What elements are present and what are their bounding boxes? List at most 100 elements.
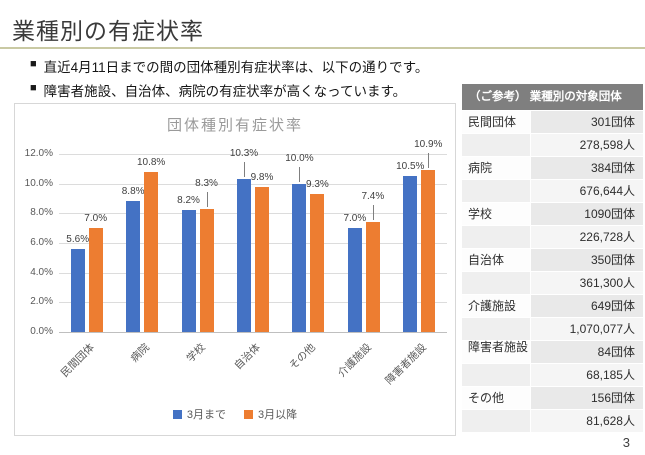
gridline bbox=[59, 154, 447, 155]
gridline bbox=[59, 272, 447, 274]
table-cell-group-count: 350団体 bbox=[531, 249, 643, 271]
bar-3月以降 bbox=[365, 222, 380, 332]
bar-3月以降 bbox=[199, 208, 214, 332]
bar-3月以降 bbox=[310, 194, 325, 332]
bar-3月まで bbox=[181, 210, 196, 332]
table-cell-category: 病院 bbox=[462, 157, 530, 179]
gridline bbox=[59, 243, 447, 244]
table-cell-people-count: 676,644人 bbox=[531, 180, 643, 202]
bar-data-label: 10.0% bbox=[285, 152, 314, 164]
table-cell-category: 民間団体 bbox=[462, 111, 530, 133]
table-cell-spacer bbox=[462, 180, 530, 202]
page-title: 業種別の有症状率 bbox=[12, 18, 204, 44]
bar-3月以降 bbox=[88, 228, 103, 332]
y-axis-tick-label: 8.0% bbox=[30, 207, 53, 219]
bar-chart: 団体種別有症状率 0.0% 2.0% 4.0% 6.0% 8.0% 10.0% 12.0% 5… bbox=[14, 103, 456, 436]
label-leader-line bbox=[244, 162, 245, 178]
gridline bbox=[59, 332, 447, 333]
table-cell-group-count: 84団体 bbox=[531, 341, 643, 363]
table-header: （ご参考） 業種別の対象団体 bbox=[462, 84, 643, 110]
bar-3月以降 bbox=[255, 186, 269, 332]
table-cell-category: 学校 bbox=[462, 203, 530, 225]
table-cell-group-count: 1090団体 bbox=[531, 203, 643, 225]
label-leader-line bbox=[372, 205, 374, 221]
bar-3月まで bbox=[237, 179, 251, 332]
table-cell-spacer bbox=[462, 318, 530, 340]
bar-data-label: 8.3% bbox=[195, 177, 218, 189]
gridline bbox=[59, 302, 447, 304]
y-axis-tick-label: 6.0% bbox=[30, 237, 53, 248]
bar-3月まで bbox=[403, 176, 418, 332]
bar-3月以降 bbox=[421, 170, 436, 332]
y-axis-tick-label: 0.0% bbox=[30, 326, 53, 337]
table-cell-people-count: 1,070,077人 bbox=[531, 318, 643, 340]
label-leader-line bbox=[299, 166, 301, 182]
chart-title: 団体種別有症状率 bbox=[166, 117, 303, 134]
label-leader-line bbox=[428, 153, 430, 169]
legend-item: 3月まで bbox=[172, 406, 226, 422]
table-cell-spacer bbox=[462, 272, 530, 294]
y-axis-tick-label: 2.0% bbox=[30, 296, 53, 308]
legend-swatch-icon bbox=[172, 409, 182, 419]
table-cell-spacer bbox=[462, 134, 530, 156]
bar-data-label: 9.8% bbox=[250, 171, 274, 183]
table-body: 民間団体 301団体 278,598人 病院 384団体 676,644人 学校 1090団体… bbox=[462, 111, 643, 432]
y-axis-tick-label: 4.0% bbox=[30, 266, 53, 278]
reference-table: （ご参考） 業種別の対象団体 民間団体 301団体 278,598人 病院 384団体 6… bbox=[462, 84, 643, 432]
bar-data-label: 8.2% bbox=[177, 195, 200, 207]
table-cell-group-count: 156団体 bbox=[531, 387, 643, 409]
table-cell-category: 介護施設 bbox=[462, 295, 530, 317]
bullet-text: 直近4月11日までの間の団体種別有症状率は、以下の通りです。 bbox=[43, 60, 429, 75]
gridline bbox=[59, 213, 447, 215]
bar-3月まで bbox=[70, 248, 85, 332]
table-cell-category: 障害者施設 bbox=[462, 341, 530, 363]
page-number: 3 bbox=[622, 435, 630, 450]
table-cell-people-count: 361,300人 bbox=[531, 272, 643, 294]
x-axis-category-label: 障害者施設 bbox=[319, 340, 430, 387]
bar-data-label: 10.9% bbox=[414, 139, 443, 151]
table-cell-people-count: 68,185人 bbox=[531, 364, 643, 386]
legend-item: 3月以降 bbox=[244, 406, 297, 422]
bullet-item: ■ 障害者施設、自治体、病院の有症状率が高くなっています。 bbox=[30, 80, 428, 100]
bar-data-label: 10.8% bbox=[136, 156, 166, 168]
bar-3月まで bbox=[347, 228, 362, 332]
gridline bbox=[59, 183, 447, 185]
table-cell-category: その他 bbox=[462, 387, 530, 409]
bullet-item: ■ 直近4月11日までの間の団体種別有症状率は、以下の通りです。 bbox=[30, 56, 428, 76]
legend-label: 3月まで bbox=[186, 409, 226, 421]
table-cell-group-count: 301団体 bbox=[531, 111, 643, 133]
y-axis-tick-label: 10.0% bbox=[24, 177, 53, 189]
bar-data-label: 7.0% bbox=[343, 213, 367, 225]
table-cell-people-count: 226,728人 bbox=[531, 226, 643, 248]
y-axis-tick-label: 12.0% bbox=[24, 148, 53, 159]
title-divider bbox=[0, 47, 645, 49]
bar-3月以降 bbox=[144, 171, 159, 332]
table-cell-group-count: 649団体 bbox=[531, 295, 643, 317]
chart-plot-area: 0.0% 2.0% 4.0% 6.0% 8.0% 10.0% 12.0% 5.6% 7.0% 民間… bbox=[15, 104, 455, 435]
bullet-text: 障害者施設、自治体、病院の有症状率が高くなっています。 bbox=[43, 84, 407, 99]
bar-3月まで bbox=[126, 201, 141, 332]
bar-data-label: 9.3% bbox=[306, 179, 329, 191]
table-cell-group-count: 384団体 bbox=[531, 157, 643, 179]
legend-label: 3月以降 bbox=[258, 409, 298, 421]
table-cell-spacer bbox=[462, 410, 530, 432]
bar-data-label: 7.4% bbox=[361, 191, 385, 203]
bar-data-label: 7.0% bbox=[84, 213, 108, 225]
legend-swatch-icon bbox=[244, 409, 253, 419]
bullet-square-icon: ■ bbox=[30, 58, 37, 70]
table-cell-spacer bbox=[462, 226, 530, 248]
bar-data-label: 10.3% bbox=[229, 148, 259, 160]
chart-legend: 3月まで 3月以降 bbox=[15, 406, 455, 422]
bullet-list: ■ 直近4月11日までの間の団体種別有症状率は、以下の通りです。 ■ 障害者施設… bbox=[30, 56, 428, 104]
table-cell-spacer bbox=[462, 364, 530, 386]
table-cell-people-count: 278,598人 bbox=[531, 134, 643, 156]
bar-data-label: 10.5% bbox=[396, 161, 425, 173]
label-leader-line bbox=[206, 191, 208, 207]
table-cell-people-count: 81,628人 bbox=[531, 410, 643, 432]
bar-3月まで bbox=[292, 183, 307, 332]
bar-data-label: 8.8% bbox=[121, 186, 145, 198]
table-cell-category: 自治体 bbox=[462, 249, 530, 271]
bullet-square-icon: ■ bbox=[30, 82, 37, 94]
bar-data-label: 5.6% bbox=[66, 233, 90, 245]
